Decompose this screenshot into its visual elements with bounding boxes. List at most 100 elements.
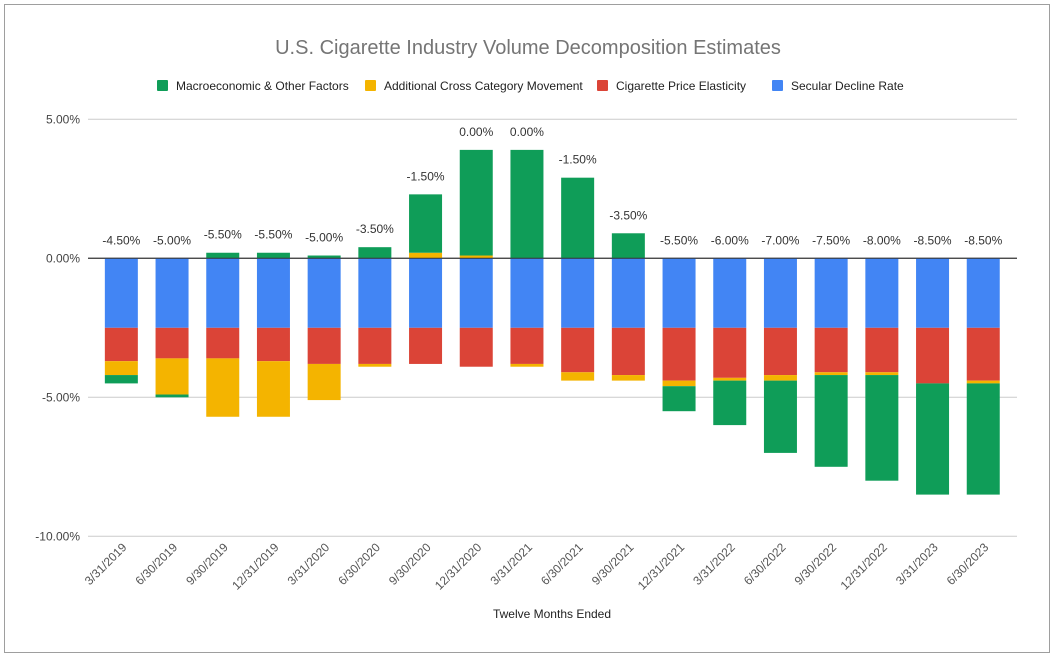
x-axis-title: Twelve Months Ended: [493, 607, 611, 621]
total-label: -5.00%: [153, 233, 191, 247]
bar-segment-cigarette-price-elasticity: [104, 327, 138, 362]
bar-segment-cigarette-price-elasticity: [155, 327, 189, 359]
total-label: -1.50%: [559, 153, 597, 167]
bar-segment-cigarette-price-elasticity: [611, 327, 645, 376]
bar-segment-secular-decline-rate: [916, 258, 950, 328]
bar-segment-macroeconomic-other-factors: [104, 375, 138, 384]
bar-segment-cigarette-price-elasticity: [763, 327, 797, 376]
total-label: -7.00%: [761, 233, 799, 247]
bar-segment-macroeconomic-other-factors: [713, 380, 747, 426]
bar-segment-secular-decline-rate: [662, 258, 696, 328]
total-label: -1.50%: [407, 169, 445, 183]
x-tick-label: 9/30/2019: [183, 540, 231, 588]
x-tick-label: 6/30/2019: [133, 540, 181, 588]
total-label: 0.00%: [510, 125, 544, 139]
legend-label: Cigarette Price Elasticity: [616, 79, 746, 93]
bar-segment-secular-decline-rate: [713, 258, 747, 328]
bar-segment-macroeconomic-other-factors: [256, 252, 290, 259]
bar-segment-cigarette-price-elasticity: [206, 327, 240, 359]
bar-segment-additional-cross-category-movement: [611, 375, 645, 381]
bar-segment-additional-cross-category-movement: [104, 361, 138, 376]
bar-segment-macroeconomic-other-factors: [916, 383, 950, 495]
x-tick-label: 3/31/2023: [893, 540, 941, 588]
bar-segment-secular-decline-rate: [611, 258, 645, 328]
x-tick-label: 9/30/2022: [792, 540, 840, 588]
bar-segment-macroeconomic-other-factors: [814, 375, 848, 467]
bar-segment-secular-decline-rate: [763, 258, 797, 328]
legend: Macroeconomic & Other Factors Additional …: [157, 79, 904, 93]
x-tick-label: 6/30/2021: [538, 540, 586, 588]
bars: [88, 149, 1017, 495]
bar-segment-additional-cross-category-movement: [814, 372, 848, 376]
bar-segment-secular-decline-rate: [966, 258, 1000, 328]
x-tick-label: 3/31/2020: [285, 540, 333, 588]
bar-segment-cigarette-price-elasticity: [256, 327, 290, 362]
x-tick-label: 6/30/2022: [741, 540, 789, 588]
bar-segment-cigarette-price-elasticity: [713, 327, 747, 378]
bar-segment-secular-decline-rate: [510, 258, 544, 328]
x-tick-label: 12/31/2021: [635, 540, 688, 593]
legend-swatch: [597, 80, 608, 91]
bar-segment-additional-cross-category-movement: [662, 380, 696, 387]
total-label: -5.50%: [204, 228, 242, 242]
x-tick-label: 3/31/2022: [690, 540, 738, 588]
y-axis-ticks: 5.00% 0.00% -5.00% -10.00%: [35, 112, 80, 543]
chart-title: U.S. Cigarette Industry Volume Decomposi…: [275, 37, 781, 59]
y-tick-label: 5.00%: [46, 112, 80, 126]
bar-segment-additional-cross-category-movement: [206, 358, 240, 417]
bar-segment-macroeconomic-other-factors: [459, 149, 493, 256]
x-tick-label: 12/31/2020: [432, 540, 485, 593]
bar-segment-cigarette-price-elasticity: [307, 327, 341, 364]
bar-segment-additional-cross-category-movement: [510, 363, 544, 367]
legend-swatch: [157, 80, 168, 91]
x-tick-label: 9/30/2020: [386, 540, 434, 588]
y-tick-label: -10.00%: [35, 529, 80, 543]
bar-segment-macroeconomic-other-factors: [307, 255, 341, 259]
bar-segment-cigarette-price-elasticity: [409, 327, 443, 364]
bar-segment-secular-decline-rate: [104, 258, 138, 328]
total-label: -5.50%: [254, 228, 292, 242]
bar-segment-additional-cross-category-movement: [763, 375, 797, 381]
bar-segment-cigarette-price-elasticity: [865, 327, 899, 373]
bar-segment-cigarette-price-elasticity: [662, 327, 696, 381]
total-label: -6.00%: [711, 233, 749, 247]
bar-segment-additional-cross-category-movement: [713, 377, 747, 381]
legend-label: Secular Decline Rate: [791, 79, 904, 93]
legend-label: Additional Cross Category Movement: [384, 79, 583, 93]
total-label: 0.00%: [459, 125, 493, 139]
y-tick-label: -5.00%: [42, 390, 80, 404]
bar-segment-additional-cross-category-movement: [459, 255, 493, 259]
bar-segment-macroeconomic-other-factors: [206, 252, 240, 259]
chart-frame: [4, 4, 1050, 653]
bar-segment-secular-decline-rate: [206, 258, 240, 328]
x-tick-label: 3/31/2021: [487, 540, 535, 588]
bar-segment-secular-decline-rate: [358, 258, 392, 328]
bar-segment-additional-cross-category-movement: [966, 380, 1000, 384]
y-tick-label: 0.00%: [46, 251, 80, 265]
data-labels: -4.50% -5.00% -5.50% -5.50% -5.00% -3.50% -1.5…: [102, 125, 1002, 247]
bar-segment-macroeconomic-other-factors: [966, 383, 1000, 495]
bar-segment-macroeconomic-other-factors: [409, 194, 443, 253]
bar-segment-secular-decline-rate: [155, 258, 189, 328]
bar-segment-secular-decline-rate: [256, 258, 290, 328]
bar-segment-cigarette-price-elasticity: [814, 327, 848, 373]
bar-segment-additional-cross-category-movement: [256, 361, 290, 417]
bar-segment-secular-decline-rate: [814, 258, 848, 328]
total-label: -8.50%: [914, 233, 952, 247]
total-label: -8.50%: [964, 233, 1002, 247]
total-label: -3.50%: [356, 222, 394, 236]
bar-segment-macroeconomic-other-factors: [763, 380, 797, 453]
bar-segment-secular-decline-rate: [307, 258, 341, 328]
bar-segment-macroeconomic-other-factors: [611, 233, 645, 259]
total-label: -5.00%: [305, 231, 343, 245]
bar-segment-macroeconomic-other-factors: [358, 247, 392, 259]
total-label: -8.00%: [863, 233, 901, 247]
x-tick-label: 6/30/2023: [944, 540, 992, 588]
bar-segment-additional-cross-category-movement: [865, 372, 899, 376]
bar-segment-additional-cross-category-movement: [561, 372, 595, 381]
bar-segment-secular-decline-rate: [561, 258, 595, 328]
total-label: -3.50%: [609, 208, 647, 222]
x-tick-label: 3/31/2019: [82, 540, 130, 588]
